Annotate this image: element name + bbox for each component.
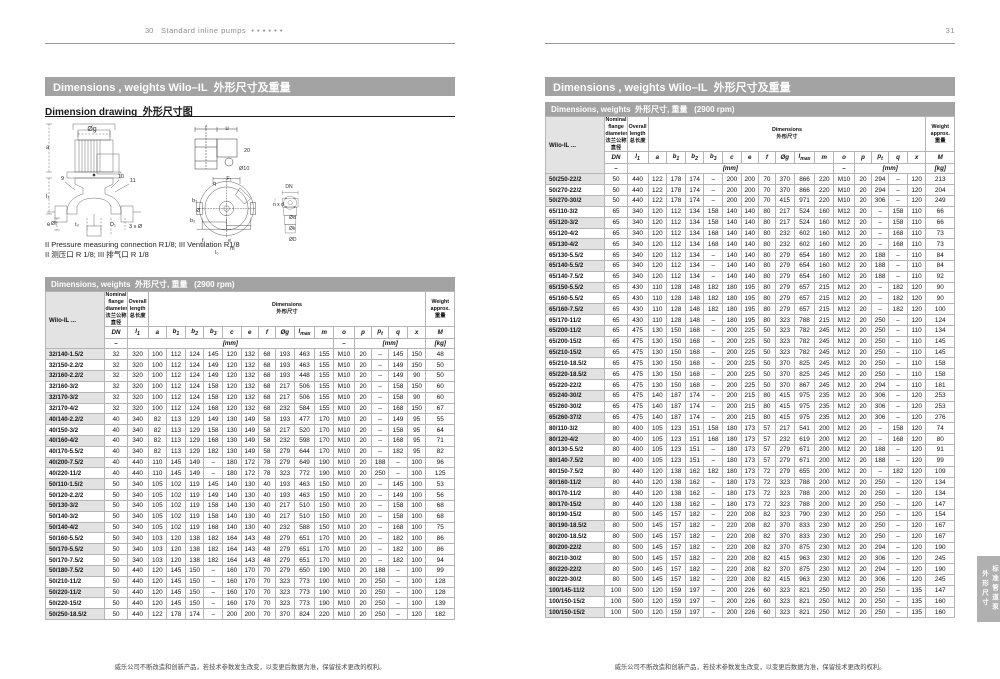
svg-text:Ø: Ø (196, 208, 201, 214)
svg-text:Øg: Øg (87, 126, 96, 133)
svg-text:l₁: l₁ (46, 194, 49, 200)
svg-text:Øt: Øt (51, 221, 57, 227)
svg-text:D₁: D₁ (110, 222, 116, 228)
svg-text:b₂: b₂ (190, 218, 195, 224)
svg-text:t₃: t₃ (75, 222, 79, 228)
svg-text:u: u (225, 126, 228, 132)
svg-text:11: 11 (130, 178, 136, 184)
svg-text:9: 9 (61, 176, 64, 182)
svg-text:Øk: Øk (289, 226, 296, 232)
svg-text:DN: DN (285, 184, 293, 190)
svg-text:3 x Ø: 3 x Ø (129, 224, 143, 230)
svg-text:q: q (213, 181, 216, 187)
svg-text:20: 20 (244, 148, 250, 154)
svg-text:10: 10 (118, 174, 124, 180)
svg-text:Ød: Ød (289, 215, 296, 221)
svg-text:a: a (46, 145, 50, 151)
svg-text:Ø10: Ø10 (239, 166, 249, 172)
svg-text:b₃: b₃ (192, 198, 197, 204)
svg-text:n x d: n x d (273, 202, 284, 208)
svg-text:F₁: F₁ (226, 176, 231, 182)
